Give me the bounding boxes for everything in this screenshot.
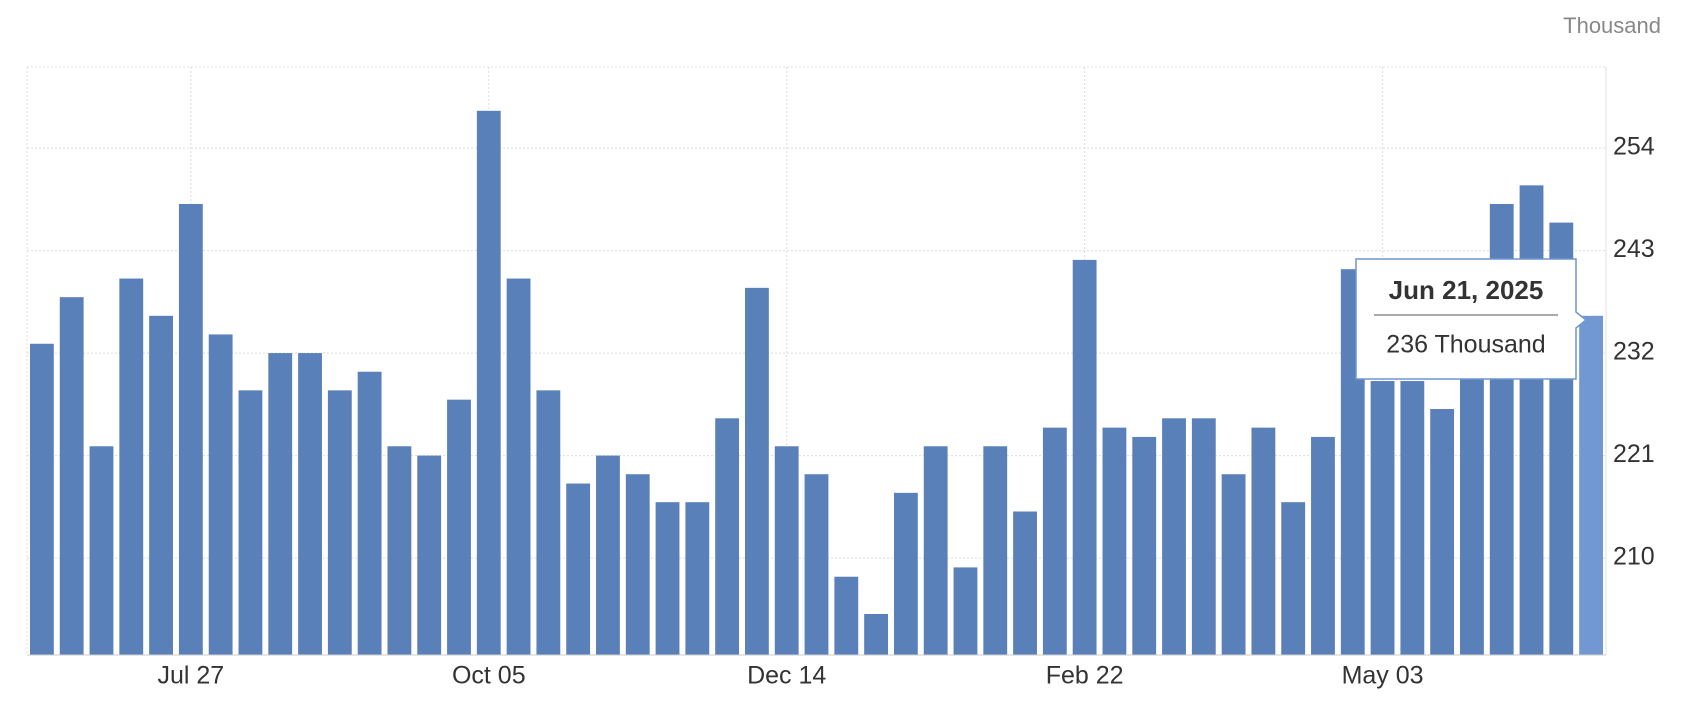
bar — [1579, 315, 1604, 655]
bar — [59, 297, 84, 655]
bar — [298, 353, 322, 655]
bar — [655, 502, 680, 655]
tooltip-box — [1355, 258, 1588, 380]
bar — [1102, 427, 1127, 655]
bar — [327, 390, 352, 655]
bar — [744, 287, 769, 655]
bar — [387, 446, 412, 655]
bar — [149, 315, 173, 655]
tooltip: Jun 21, 2025 236 Thousand — [1355, 258, 1588, 380]
bar — [1132, 436, 1157, 655]
bar — [1311, 436, 1335, 655]
bar — [29, 343, 54, 655]
x-tick-label: Dec 14 — [747, 662, 826, 690]
bar — [208, 334, 233, 655]
bar — [447, 399, 471, 655]
bar — [566, 483, 591, 655]
x-tick-label: Feb 22 — [1046, 662, 1124, 690]
bar — [357, 371, 382, 655]
bar — [89, 446, 114, 655]
bar — [1013, 511, 1037, 655]
bar — [1221, 474, 1246, 655]
bar — [536, 390, 561, 655]
bar — [1251, 427, 1276, 655]
bar — [864, 613, 889, 655]
bar — [238, 390, 263, 655]
bar — [715, 418, 740, 655]
unit-label: Thousand — [1563, 13, 1661, 38]
bar — [506, 278, 531, 655]
bar — [1162, 418, 1186, 655]
bar — [596, 455, 620, 655]
bar — [1281, 502, 1306, 655]
y-tick-label: 221 — [1613, 440, 1655, 468]
bar — [1519, 185, 1544, 655]
y-tick-label: 210 — [1613, 543, 1655, 571]
y-tick-label: 243 — [1613, 235, 1655, 263]
bar — [983, 446, 1008, 655]
bar — [953, 567, 978, 655]
bar — [1460, 343, 1484, 655]
bar — [1042, 427, 1067, 655]
tooltip-title: Jun 21, 2025 — [1389, 275, 1544, 305]
bar — [804, 474, 829, 655]
bar — [178, 203, 203, 655]
bar — [774, 446, 799, 655]
bar — [476, 110, 501, 656]
bar — [119, 278, 144, 655]
bar — [923, 446, 948, 655]
bar — [893, 492, 918, 655]
x-tick-label: Oct 05 — [452, 662, 526, 690]
bar — [1430, 408, 1455, 655]
bar — [1400, 381, 1425, 655]
bar — [625, 474, 650, 655]
bar — [417, 455, 442, 655]
x-tick-label: May 03 — [1342, 662, 1424, 690]
bar — [685, 502, 710, 655]
y-tick-label: 232 — [1613, 338, 1655, 366]
bar — [834, 576, 859, 655]
bar — [1370, 381, 1395, 655]
bar — [268, 353, 293, 655]
tooltip-text: 236 Thousand — [1386, 331, 1545, 359]
y-tick-label: 254 — [1613, 133, 1655, 161]
bar — [1072, 259, 1097, 655]
bar — [1191, 418, 1216, 655]
x-tick-label: Jul 27 — [157, 662, 224, 690]
